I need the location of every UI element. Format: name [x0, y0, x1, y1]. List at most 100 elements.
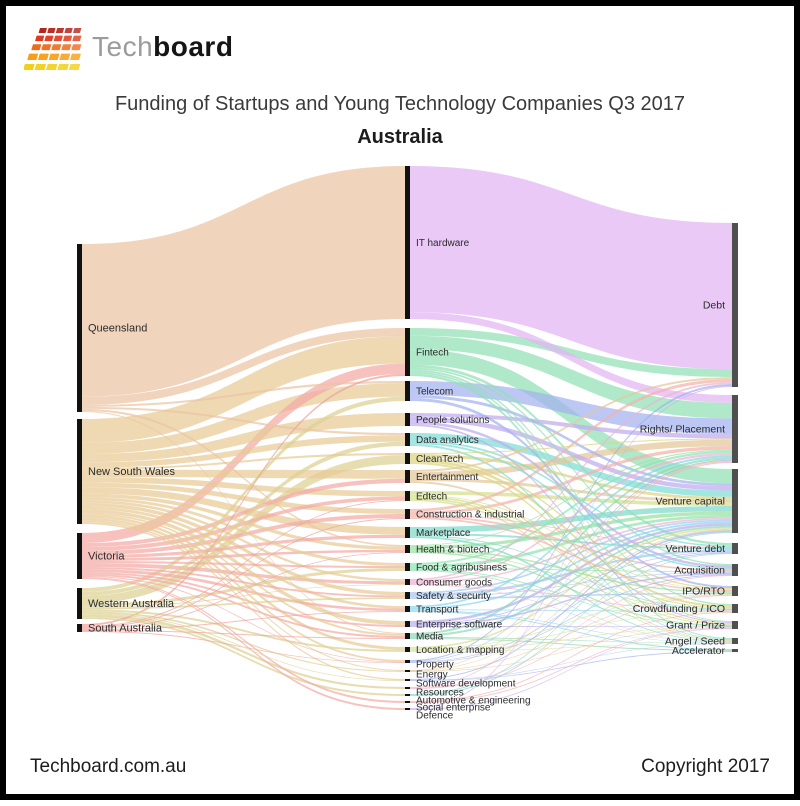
- flow-victoria-to-enterprise-software[interactable]: [82, 572, 405, 627]
- flow-property-to-rights-placement[interactable]: [410, 459, 732, 662]
- flow-new-south-wales-to-food-agribusiness[interactable]: [82, 497, 405, 566]
- flow-south-australia-to-edtech[interactable]: [82, 500, 405, 627]
- flow-enterprise-software-to-venture-debt[interactable]: [410, 551, 732, 625]
- node-bar-edtech[interactable]: [405, 491, 410, 501]
- flow-western-australia-to-telecom[interactable]: [82, 396, 405, 592]
- flow-new-south-wales-to-enterprise-software[interactable]: [82, 509, 405, 625]
- flow-consumer-goods-to-debt[interactable]: [410, 382, 732, 581]
- flow-media-to-rights-placement[interactable]: [410, 457, 732, 635]
- node-bar-venture-debt[interactable]: [732, 543, 738, 554]
- node-bar-new-south-wales[interactable]: [77, 419, 82, 524]
- flow-location-mapping-to-ipo-rto[interactable]: [410, 594, 732, 650]
- flow-health-biotech-to-crowdfunding-ico[interactable]: [410, 550, 732, 611]
- flow-fintech-to-grant-prize[interactable]: [410, 371, 732, 622]
- flow-health-biotech-to-rights-placement[interactable]: [410, 449, 732, 546]
- flow-construction-industrial-to-rights-placement[interactable]: [410, 446, 732, 515]
- node-bar-resources[interactable]: [405, 687, 410, 689]
- flow-data-analytics-to-venture-debt[interactable]: [410, 440, 732, 547]
- flow-fintech-to-acquisition[interactable]: [410, 367, 732, 566]
- flow-resources-to-ipo-rto[interactable]: [410, 595, 732, 689]
- flow-enterprise-software-to-acquisition[interactable]: [410, 572, 732, 627]
- flow-new-south-wales-to-safety-security[interactable]: [82, 502, 405, 596]
- flow-victoria-to-health-biotech[interactable]: [82, 549, 405, 561]
- flow-transport-to-venture-capital[interactable]: [410, 521, 732, 610]
- flow-victoria-to-food-agribusiness[interactable]: [82, 561, 405, 568]
- flow-victoria-to-marketplace[interactable]: [82, 534, 405, 558]
- node-bar-crowdfunding-ico[interactable]: [732, 604, 738, 613]
- flow-new-south-wales-to-fintech[interactable]: [82, 336, 405, 443]
- flow-software-development-to-angel-seed[interactable]: [410, 643, 732, 681]
- flow-energy-to-grant-prize[interactable]: [410, 627, 732, 673]
- flow-victoria-to-edtech[interactable]: [82, 496, 405, 552]
- flow-data-analytics-to-acquisition[interactable]: [410, 442, 732, 570]
- flow-defence-to-debt[interactable]: [410, 386, 732, 709]
- flow-western-australia-to-automotive-engineering[interactable]: [82, 617, 405, 696]
- node-bar-victoria[interactable]: [77, 533, 82, 579]
- flow-resources-to-rights-placement[interactable]: [410, 461, 732, 688]
- flow-data-analytics-to-venture-capital[interactable]: [410, 433, 732, 497]
- node-bar-fintech[interactable]: [405, 328, 410, 376]
- flow-resources-to-acquisition[interactable]: [410, 575, 732, 689]
- flow-new-south-wales-to-software-development[interactable]: [82, 522, 405, 681]
- node-bar-people-solutions[interactable]: [405, 413, 410, 426]
- node-bar-queensland[interactable]: [77, 244, 82, 412]
- flow-marketplace-to-venture-debt[interactable]: [410, 533, 732, 550]
- flow-western-australia-to-resources[interactable]: [82, 614, 405, 689]
- node-bar-defence[interactable]: [405, 708, 410, 710]
- flow-defence-to-grant-prize[interactable]: [410, 628, 732, 711]
- flow-software-development-to-venture-capital[interactable]: [410, 530, 732, 680]
- node-bar-property[interactable]: [405, 660, 410, 663]
- flow-property-to-venture-debt[interactable]: [410, 552, 732, 663]
- flow-it-hardware-to-rights-placement[interactable]: [410, 312, 732, 403]
- flow-queensland-to-health-biotech[interactable]: [82, 408, 405, 547]
- flow-fintech-to-venture-capital[interactable]: [410, 349, 732, 484]
- flow-edtech-to-ipo-rto[interactable]: [410, 494, 732, 590]
- flow-it-hardware-to-debt[interactable]: [410, 166, 732, 370]
- flow-south-australia-to-transport[interactable]: [82, 611, 405, 630]
- flow-health-biotech-to-venture-capital[interactable]: [410, 511, 732, 549]
- flow-new-south-wales-to-data-analytics[interactable]: [82, 435, 405, 468]
- flow-cleantech-to-venture-capital[interactable]: [410, 454, 732, 500]
- flow-location-mapping-to-crowdfunding-ico[interactable]: [410, 611, 732, 651]
- node-bar-western-australia[interactable]: [77, 588, 82, 619]
- node-bar-health-biotech[interactable]: [405, 545, 410, 553]
- flow-consumer-goods-to-crowdfunding-ico[interactable]: [410, 583, 732, 611]
- flow-victoria-to-entertainment[interactable]: [82, 478, 405, 547]
- node-bar-it-hardware[interactable]: [405, 166, 410, 319]
- flow-fintech-to-rights-placement[interactable]: [410, 335, 732, 419]
- flow-entertainment-to-rights-placement[interactable]: [410, 439, 732, 478]
- flow-construction-industrial-to-debt[interactable]: [410, 379, 732, 512]
- flow-queensland-to-telecom[interactable]: [82, 381, 405, 407]
- node-bar-south-australia[interactable]: [77, 624, 82, 632]
- node-bar-telecom[interactable]: [405, 381, 410, 401]
- node-bar-energy[interactable]: [405, 670, 410, 672]
- flow-south-australia-to-health-biotech[interactable]: [82, 552, 405, 629]
- node-bar-venture-capital[interactable]: [732, 469, 738, 533]
- flow-victoria-to-property[interactable]: [82, 576, 405, 663]
- flow-food-agribusiness-to-acquisition[interactable]: [410, 568, 732, 572]
- flow-media-to-venture-capital[interactable]: [410, 525, 732, 637]
- flow-consumer-goods-to-venture-capital[interactable]: [410, 517, 732, 584]
- flow-consumer-goods-to-rights-placement[interactable]: [410, 453, 732, 582]
- flow-new-south-wales-to-people-solutions[interactable]: [82, 413, 405, 463]
- flow-edtech-to-venture-capital[interactable]: [410, 491, 732, 506]
- flow-victoria-to-safety-security[interactable]: [82, 567, 405, 598]
- flow-social-enterprise-to-grant-prize[interactable]: [410, 628, 732, 703]
- flow-construction-industrial-to-ipo-rto[interactable]: [410, 517, 732, 592]
- flow-construction-industrial-to-acquisition[interactable]: [410, 515, 732, 572]
- node-bar-accelerator[interactable]: [732, 649, 738, 652]
- node-bar-cleantech[interactable]: [405, 453, 410, 464]
- flow-cleantech-to-crowdfunding-ico[interactable]: [410, 459, 732, 608]
- flow-safety-security-to-ipo-rto[interactable]: [410, 592, 732, 599]
- node-bar-enterprise-software[interactable]: [405, 621, 410, 627]
- flow-people-solutions-to-rights-placement[interactable]: [410, 413, 732, 439]
- flow-entertainment-to-venture-capital[interactable]: [410, 478, 732, 503]
- node-bar-consumer-goods[interactable]: [405, 579, 410, 585]
- flow-new-south-wales-to-consumer-goods[interactable]: [82, 500, 405, 582]
- node-bar-media[interactable]: [405, 633, 410, 639]
- flow-victoria-to-media[interactable]: [82, 574, 405, 638]
- node-bar-debt[interactable]: [732, 223, 738, 387]
- flow-telecom-to-venture-capital[interactable]: [410, 395, 732, 487]
- flow-marketplace-to-crowdfunding-ico[interactable]: [410, 535, 732, 610]
- node-bar-transport[interactable]: [405, 606, 410, 612]
